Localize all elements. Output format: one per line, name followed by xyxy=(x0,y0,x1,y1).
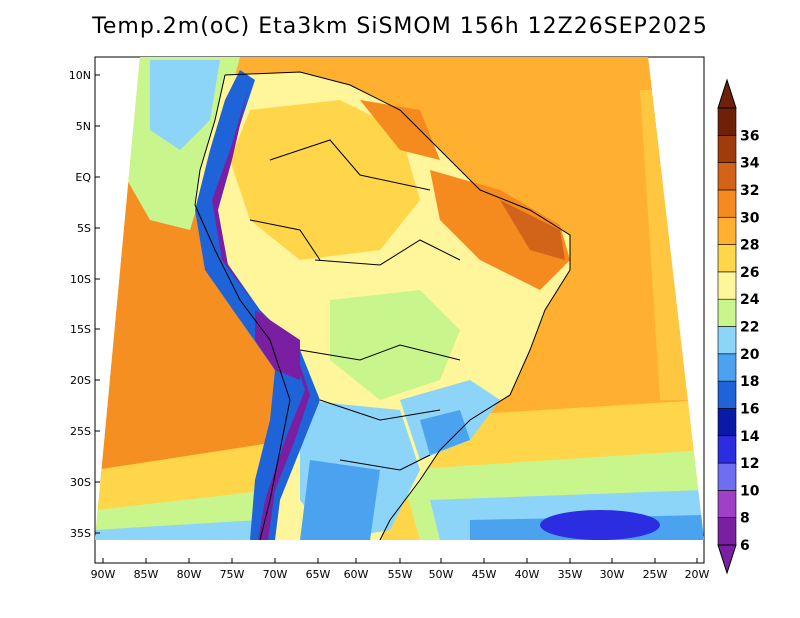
colorbar-cell xyxy=(717,517,737,546)
colorbar-label: 12 xyxy=(740,456,759,472)
lon-axis: 90W 85W 80W 75W 70W 65W 60W 55W 50W 45W … xyxy=(91,558,710,581)
colorbar-cell xyxy=(717,353,737,382)
colorbar-label: 26 xyxy=(740,265,759,281)
colorbar-label: 10 xyxy=(740,483,760,499)
lat-label: 5N xyxy=(76,120,91,133)
colorbar-cell xyxy=(717,135,737,163)
colorbar-label: 16 xyxy=(740,401,759,417)
colorbar-label: 6 xyxy=(740,538,750,554)
colorbar-cell xyxy=(717,162,737,191)
colorbar-label: 14 xyxy=(740,429,760,445)
map-title: Temp.2m(oC) Eta3km SiSMOM 156h 12Z26SEP2… xyxy=(92,14,708,39)
colorbar-label: 18 xyxy=(740,374,759,390)
temperature-field xyxy=(95,57,704,540)
colorbar-label: 28 xyxy=(740,238,759,254)
colorbar-cell xyxy=(717,244,737,273)
lat-label: 20S xyxy=(70,374,91,387)
colorbar-cell xyxy=(717,462,737,491)
lon-label: 75W xyxy=(220,568,245,581)
lon-label: 35W xyxy=(558,568,583,581)
colorbar-label: 34 xyxy=(740,156,760,172)
lon-label: 55W xyxy=(388,568,413,581)
colorbar: 6 8 10 12 14 16 18 20 22 24 26 28 30 32 34 36 xyxy=(717,78,760,575)
lon-label: 40W xyxy=(515,568,540,581)
lon-label: 20W xyxy=(685,568,710,581)
lat-label: 30S xyxy=(70,476,91,489)
lat-axis: 10N 5N EQ 5S 10S 15S 20S 25S 30S 35S xyxy=(69,69,100,540)
colorbar-cell xyxy=(717,189,737,218)
colorbar-cell xyxy=(717,216,737,245)
lon-label: 60W xyxy=(344,568,369,581)
lon-label: 70W xyxy=(263,568,288,581)
lon-label: 30W xyxy=(600,568,625,581)
lon-label: 45W xyxy=(472,568,497,581)
lon-label: 25W xyxy=(643,568,668,581)
colorbar-label: 8 xyxy=(740,511,750,527)
colorbar-label: 22 xyxy=(740,320,759,336)
lon-label: 80W xyxy=(177,568,202,581)
lat-label: 15S xyxy=(70,323,91,336)
colorbar-label: 36 xyxy=(740,128,759,144)
lon-label: 50W xyxy=(429,568,454,581)
lat-label: 5S xyxy=(77,222,91,235)
colorbar-cell xyxy=(717,107,737,136)
colorbar-cell xyxy=(717,408,737,437)
colorbar-min-arrow xyxy=(717,544,737,575)
lat-label: 25S xyxy=(70,425,91,438)
lon-label: 65W xyxy=(306,568,331,581)
colorbar-label: 20 xyxy=(740,347,760,363)
colorbar-cell xyxy=(717,490,737,518)
lon-label: 85W xyxy=(134,568,159,581)
colorbar-max-arrow xyxy=(717,78,737,109)
colorbar-label: 24 xyxy=(740,292,760,308)
lat-label: EQ xyxy=(75,171,91,184)
lon-label: 90W xyxy=(91,568,116,581)
country-borders xyxy=(194,71,571,541)
lat-label: 10N xyxy=(69,69,91,82)
lat-label: 35S xyxy=(70,527,91,540)
colorbar-cell xyxy=(717,435,737,464)
colorbar-label: 30 xyxy=(740,210,760,226)
colorbar-label: 32 xyxy=(740,183,759,199)
lat-label: 10S xyxy=(70,273,91,286)
colorbar-cell xyxy=(717,380,737,409)
colorbar-cell xyxy=(717,326,737,355)
colorbar-cell xyxy=(717,298,737,327)
colorbar-cell xyxy=(717,271,737,300)
